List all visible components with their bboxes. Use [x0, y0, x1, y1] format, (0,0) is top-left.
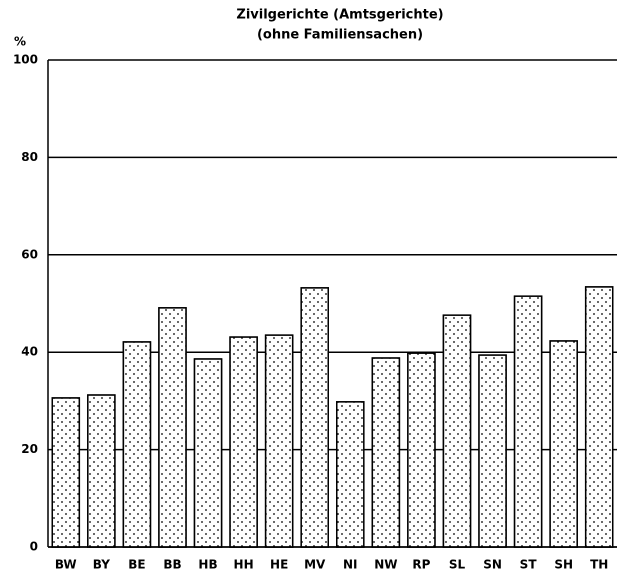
bar-pattern — [264, 334, 294, 548]
y-tick-label: 100 — [13, 53, 38, 67]
chart-subtitle: (ohne Familiensachen) — [257, 28, 423, 43]
bar-pattern — [300, 287, 329, 548]
bar-pattern — [371, 357, 401, 548]
bar-pattern — [478, 354, 507, 548]
x-tick-label: SL — [449, 558, 466, 572]
x-tick-label: TH — [590, 558, 608, 572]
x-tick-label: SH — [554, 558, 573, 572]
bar-pattern — [513, 295, 543, 548]
bar-pattern — [158, 307, 187, 548]
x-tick-label: BY — [93, 558, 110, 572]
bar-pattern — [407, 352, 436, 548]
y-tick-label: 20 — [21, 442, 38, 456]
x-tick-label: NW — [374, 558, 397, 572]
x-tick-label: HE — [270, 558, 288, 572]
y-tick-label: 40 — [21, 345, 38, 359]
bar-pattern — [336, 401, 365, 548]
bar-pattern — [87, 394, 116, 548]
y-tick-label: 0 — [30, 540, 38, 554]
bar-pattern — [193, 358, 223, 548]
bar-pattern — [122, 341, 152, 548]
x-tick-label: MV — [304, 558, 326, 572]
y-axis-label: % — [14, 35, 26, 49]
x-tick-label: HB — [198, 558, 217, 572]
chart-title: Zivilgerichte (Amtsgerichte) — [236, 8, 443, 23]
y-tick-label: 60 — [21, 247, 38, 261]
x-tick-label: BB — [163, 558, 181, 572]
x-tick-label: ST — [520, 558, 538, 572]
x-tick-label: RP — [412, 558, 430, 572]
x-tick-label: HH — [234, 558, 254, 572]
x-tick-label: SN — [483, 558, 502, 572]
x-tick-label: NI — [343, 558, 358, 572]
y-tick-label: 80 — [21, 150, 38, 164]
bar-pattern — [51, 397, 81, 548]
bar-pattern — [229, 336, 258, 548]
x-tick-label: BW — [55, 558, 77, 572]
x-tick-label: BE — [128, 558, 145, 572]
bar-pattern — [442, 314, 472, 548]
bar-pattern — [584, 286, 614, 548]
bar-pattern — [549, 340, 578, 548]
